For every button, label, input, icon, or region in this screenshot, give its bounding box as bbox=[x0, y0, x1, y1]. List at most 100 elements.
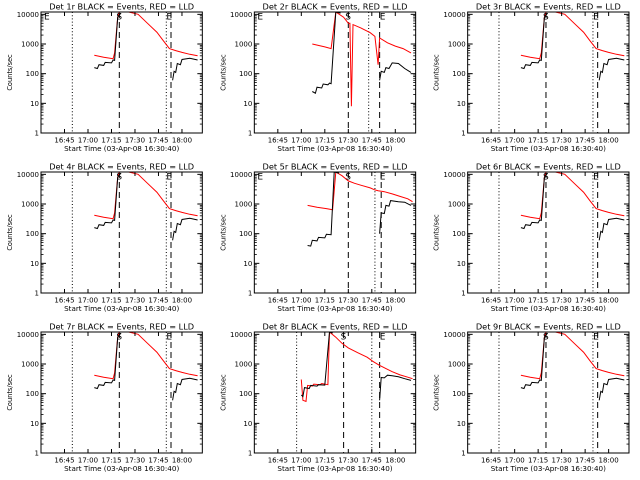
event-marker-label: E bbox=[380, 333, 386, 343]
events-series-line bbox=[172, 57, 198, 81]
x-axis-label: Start Time (03-Apr-08 16:30:40) bbox=[277, 304, 392, 313]
x-tick-label: 17:45 bbox=[575, 457, 595, 465]
x-tick-label: 17:00 bbox=[291, 137, 311, 145]
event-marker-label: E bbox=[257, 13, 263, 23]
y-axis-label: Counts/sec bbox=[433, 374, 441, 411]
plot-frame bbox=[467, 11, 630, 134]
y-tick-label: 1 bbox=[35, 290, 39, 298]
event-marker-label: S bbox=[116, 333, 122, 343]
y-tick-label: 1000 bbox=[21, 41, 39, 49]
x-tick-label: 17:45 bbox=[362, 137, 382, 145]
y-tick-label: 1000 bbox=[448, 361, 466, 369]
panel-title: Det 5r BLACK = Events, RED = LLD bbox=[263, 162, 408, 172]
y-tick-label: 100 bbox=[452, 230, 465, 238]
x-tick-label: 17:30 bbox=[552, 457, 572, 465]
lld-series-line bbox=[307, 172, 413, 211]
event-marker-label: E bbox=[44, 13, 50, 23]
y-tick-label: 100 bbox=[239, 390, 252, 398]
x-tick-label: 17:30 bbox=[552, 297, 572, 305]
events-series-line bbox=[598, 377, 625, 401]
x-tick-label: 16:45 bbox=[268, 137, 288, 145]
x-tick-label: 17:45 bbox=[362, 457, 382, 465]
events-series-line bbox=[598, 217, 625, 241]
event-marker-label: S bbox=[543, 13, 549, 23]
panel-title: Det 6r BLACK = Events, RED = LLD bbox=[476, 162, 621, 172]
x-tick-label: 16:45 bbox=[481, 297, 501, 305]
y-tick-label: 1 bbox=[248, 290, 252, 298]
plot-frame bbox=[253, 331, 417, 454]
x-tick-label: 17:30 bbox=[338, 137, 358, 145]
x-tick-label: 17:30 bbox=[125, 457, 145, 465]
x-tick-label: 17:00 bbox=[505, 457, 525, 465]
event-marker-label: E bbox=[380, 173, 386, 183]
y-tick-label: 10000 bbox=[17, 11, 39, 19]
x-tick-label: 17:00 bbox=[78, 457, 98, 465]
x-tick-label: 17:30 bbox=[125, 297, 145, 305]
y-tick-label: 1000 bbox=[21, 201, 39, 209]
y-tick-label: 10000 bbox=[17, 331, 39, 339]
x-tick-label: 17:15 bbox=[528, 457, 548, 465]
event-marker-label: S bbox=[543, 333, 549, 343]
x-axis-label: Start Time (03-Apr-08 16:30:40) bbox=[491, 144, 606, 153]
x-tick-label: 17:30 bbox=[338, 297, 358, 305]
lld-series-line bbox=[520, 12, 625, 60]
y-tick-label: 100 bbox=[239, 70, 252, 78]
events-series-line bbox=[379, 62, 412, 81]
events-series-line bbox=[312, 12, 341, 94]
y-axis-label: Counts/sec bbox=[6, 54, 14, 91]
y-tick-label: 10 bbox=[30, 420, 39, 428]
x-axis-label: Start Time (03-Apr-08 16:30:40) bbox=[64, 464, 179, 473]
lld-series-line bbox=[300, 332, 413, 403]
events-series-line bbox=[307, 172, 340, 247]
x-tick-label: 17:45 bbox=[148, 297, 168, 305]
lld-series-line bbox=[94, 12, 198, 60]
panel-title: Det 7r BLACK = Events, RED = LLD bbox=[49, 322, 194, 332]
events-series-line bbox=[300, 332, 333, 398]
plot-frame bbox=[467, 171, 630, 294]
x-tick-label: 17:00 bbox=[291, 457, 311, 465]
y-tick-label: 1 bbox=[461, 290, 465, 298]
x-axis-label: Start Time (03-Apr-08 16:30:40) bbox=[277, 464, 392, 473]
event-marker-label: S bbox=[543, 173, 549, 183]
x-tick-label: 17:00 bbox=[78, 297, 98, 305]
events-series-line bbox=[598, 57, 625, 81]
x-axis-label: Start Time (03-Apr-08 16:30:40) bbox=[64, 144, 179, 153]
panel-title: Det 3r BLACK = Events, RED = LLD bbox=[476, 2, 621, 12]
x-tick-label: 18:00 bbox=[385, 137, 405, 145]
event-marker-label: E bbox=[257, 173, 263, 183]
x-tick-label: 18:00 bbox=[385, 457, 405, 465]
panel-title: Det 1r BLACK = Events, RED = LLD bbox=[49, 2, 194, 12]
x-tick-label: 17:30 bbox=[125, 137, 145, 145]
y-tick-label: 10000 bbox=[443, 11, 465, 19]
y-tick-label: 1000 bbox=[235, 361, 253, 369]
y-axis-label: Counts/sec bbox=[433, 214, 441, 251]
y-tick-label: 1 bbox=[35, 450, 39, 458]
event-marker-label: E bbox=[166, 173, 172, 183]
y-axis-label: Counts/sec bbox=[219, 54, 227, 91]
x-tick-label: 17:45 bbox=[575, 137, 595, 145]
events-series-line bbox=[172, 217, 198, 241]
plot-frame bbox=[253, 171, 417, 294]
events-series-line bbox=[94, 12, 122, 70]
plot-frame bbox=[40, 11, 203, 134]
x-tick-label: 16:45 bbox=[268, 297, 288, 305]
y-tick-label: 10000 bbox=[230, 171, 252, 179]
y-tick-label: 10 bbox=[30, 100, 39, 108]
y-tick-label: 1 bbox=[248, 450, 252, 458]
plot-frame bbox=[40, 331, 203, 454]
x-tick-label: 17:15 bbox=[315, 137, 335, 145]
y-tick-label: 10000 bbox=[443, 331, 465, 339]
y-tick-label: 100 bbox=[239, 230, 252, 238]
plot-frame bbox=[253, 11, 417, 134]
x-tick-label: 17:00 bbox=[78, 137, 98, 145]
x-axis-label: Start Time (03-Apr-08 16:30:40) bbox=[277, 144, 392, 153]
event-marker-label: S bbox=[341, 333, 347, 343]
y-tick-label: 1 bbox=[461, 450, 465, 458]
